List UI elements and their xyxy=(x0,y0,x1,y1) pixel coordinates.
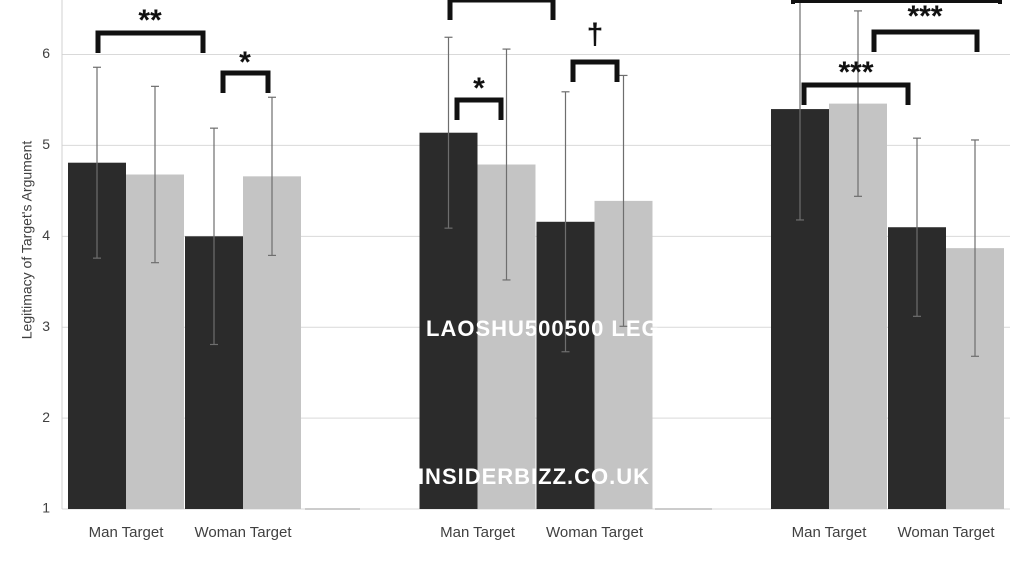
significance-bracket xyxy=(220,70,271,93)
watermark: LAOSHU500500 LEG xyxy=(426,316,660,341)
significance-label: *** xyxy=(907,0,942,33)
error-bar xyxy=(796,0,804,221)
significance-bracket xyxy=(570,59,620,82)
error-bar xyxy=(93,66,101,259)
error-bar xyxy=(151,85,159,264)
significance-bracket xyxy=(95,30,206,53)
significance-bracket xyxy=(454,97,504,120)
watermark: INSIDERBIZZ.CO.UK xyxy=(418,464,650,489)
error-bar xyxy=(561,91,570,353)
x-tick-label: Man Target xyxy=(792,524,868,541)
error-bar xyxy=(444,36,453,229)
significance-bracket xyxy=(801,82,911,105)
x-tick-label: Woman Target xyxy=(546,524,644,541)
error-bar xyxy=(619,74,628,327)
significance-label: ** xyxy=(138,4,162,37)
y-tick-label: 6 xyxy=(42,45,50,61)
error-bar xyxy=(210,127,218,346)
y-tick-label: 5 xyxy=(42,136,50,152)
y-tick-label: 3 xyxy=(42,318,50,334)
significance-label: * xyxy=(473,72,485,105)
x-tick-label: Woman Target xyxy=(898,524,996,541)
error-bar xyxy=(971,139,979,357)
x-tick-label: Man Target xyxy=(89,524,165,541)
y-tick-label: 1 xyxy=(42,500,50,516)
error-bar xyxy=(913,137,921,317)
significance-label: *** xyxy=(838,56,873,89)
y-axis-label: Legitimacy of Target's Argument xyxy=(19,141,35,340)
bracket-partial xyxy=(447,0,556,20)
significance-label: † xyxy=(587,18,604,51)
y-tick-label: 2 xyxy=(42,409,50,425)
x-tick-label: Man Target xyxy=(440,524,516,541)
x-tick-label: Woman Target xyxy=(195,524,293,541)
significance-bracket xyxy=(871,29,980,52)
error-bar xyxy=(854,10,862,197)
error-bar xyxy=(268,96,276,257)
significance-label: * xyxy=(239,46,251,79)
bracket-partial xyxy=(791,0,1002,4)
y-tick-label: 4 xyxy=(42,227,50,243)
error-bar xyxy=(502,48,511,281)
